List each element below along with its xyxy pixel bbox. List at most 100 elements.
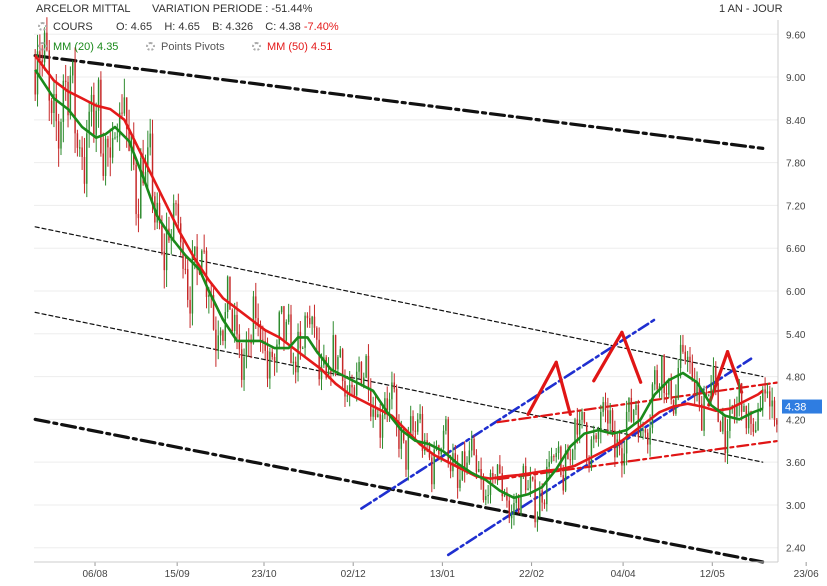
- candle: [400, 420, 403, 460]
- trendline-channel-thin: [34, 311, 764, 463]
- candle-body: [473, 438, 475, 456]
- candle-body: [243, 357, 245, 380]
- candle: [290, 304, 292, 364]
- candle-body: [611, 410, 614, 431]
- candle-body: [318, 339, 320, 380]
- y-tick-label: 7.20: [786, 201, 806, 212]
- candle: [492, 466, 494, 484]
- candle-body: [346, 395, 349, 397]
- candle: [226, 275, 229, 319]
- candle-body: [762, 389, 764, 409]
- gear-icon[interactable]: [38, 42, 47, 51]
- candle-body: [64, 80, 67, 82]
- candle-body: [658, 386, 661, 390]
- candle-body: [212, 295, 215, 330]
- candle: [635, 400, 637, 416]
- x-tick-label: 02/12: [341, 569, 366, 580]
- candle: [74, 47, 76, 154]
- candle-body: [149, 133, 151, 148]
- mm50-value: 4.51: [311, 41, 333, 53]
- candle-body: [381, 415, 384, 438]
- candle-body: [426, 440, 428, 445]
- candle-body: [482, 479, 485, 501]
- candle-body: [487, 494, 489, 497]
- candle: [351, 374, 353, 396]
- candle-body: [147, 147, 149, 173]
- candle: [287, 303, 290, 325]
- candle: [39, 34, 41, 78]
- candle: [719, 420, 722, 432]
- period-selector[interactable]: 1 AN - JOUR: [719, 3, 783, 15]
- candle-body: [269, 351, 271, 379]
- y-tick-label: 6.60: [786, 244, 806, 255]
- candle: [743, 403, 745, 412]
- candle: [156, 192, 158, 230]
- mm20-value: 4.35: [97, 41, 119, 53]
- gear-icon[interactable]: [146, 42, 155, 51]
- candle-body: [686, 356, 689, 361]
- candle: [86, 119, 88, 198]
- candle-body: [353, 387, 356, 396]
- candle: [337, 355, 339, 375]
- candle: [602, 396, 604, 417]
- grid: [34, 33, 778, 549]
- candle: [184, 256, 187, 275]
- candle: [217, 320, 219, 360]
- candle-body: [442, 430, 445, 449]
- candle-body: [553, 456, 555, 458]
- candle-body: [585, 422, 588, 459]
- candle-body: [344, 381, 346, 397]
- candle: [546, 459, 548, 512]
- candle: [609, 402, 611, 432]
- candle: [323, 344, 325, 369]
- candle-body: [517, 497, 520, 514]
- x-tick-label: 12/05: [700, 569, 725, 580]
- candle: [283, 305, 285, 351]
- candle: [421, 406, 424, 458]
- candle: [661, 355, 663, 400]
- candle-body: [187, 269, 189, 300]
- candle: [510, 504, 513, 529]
- candle: [496, 464, 499, 485]
- pivots-row: Points Pivots: [146, 41, 225, 53]
- candle: [121, 94, 123, 119]
- gear-icon[interactable]: [252, 42, 261, 51]
- candle: [306, 312, 309, 328]
- candle-body: [191, 255, 194, 314]
- candle: [55, 74, 58, 142]
- candle-body: [724, 416, 726, 454]
- last-price-tag: 4.38: [782, 399, 822, 414]
- candle-body: [543, 502, 546, 505]
- candle: [224, 303, 227, 349]
- candle: [245, 331, 248, 369]
- trendline-red-dash: [496, 439, 781, 481]
- gear-icon[interactable]: [38, 22, 47, 31]
- candle: [163, 233, 165, 289]
- candle-body: [123, 97, 126, 114]
- candle-body: [208, 294, 210, 297]
- candle-body: [581, 411, 583, 420]
- candle: [442, 425, 445, 450]
- high-value: 4.65: [178, 21, 200, 33]
- candle: [689, 346, 691, 374]
- candle-body: [628, 397, 630, 412]
- candle: [654, 366, 656, 391]
- candle: [625, 400, 628, 466]
- candle-body: [34, 69, 36, 95]
- candle-body: [557, 446, 560, 453]
- candle-body: [81, 147, 83, 157]
- candle-body: [79, 147, 81, 149]
- candle: [468, 441, 471, 465]
- candle: [79, 139, 81, 157]
- candle-body: [316, 327, 318, 340]
- y-tick-label: 7.80: [786, 159, 806, 170]
- candle: [76, 129, 79, 157]
- candle-body: [726, 430, 729, 454]
- candle: [456, 454, 459, 499]
- candle: [773, 396, 776, 427]
- candle-body: [710, 382, 712, 396]
- period-label[interactable]: 1 AN - JOUR: [719, 3, 783, 15]
- candle: [276, 339, 278, 373]
- ohlc-values: O: 4.65 H: 4.65 B: 4.326 C: 4.38 -7.40%: [116, 21, 339, 33]
